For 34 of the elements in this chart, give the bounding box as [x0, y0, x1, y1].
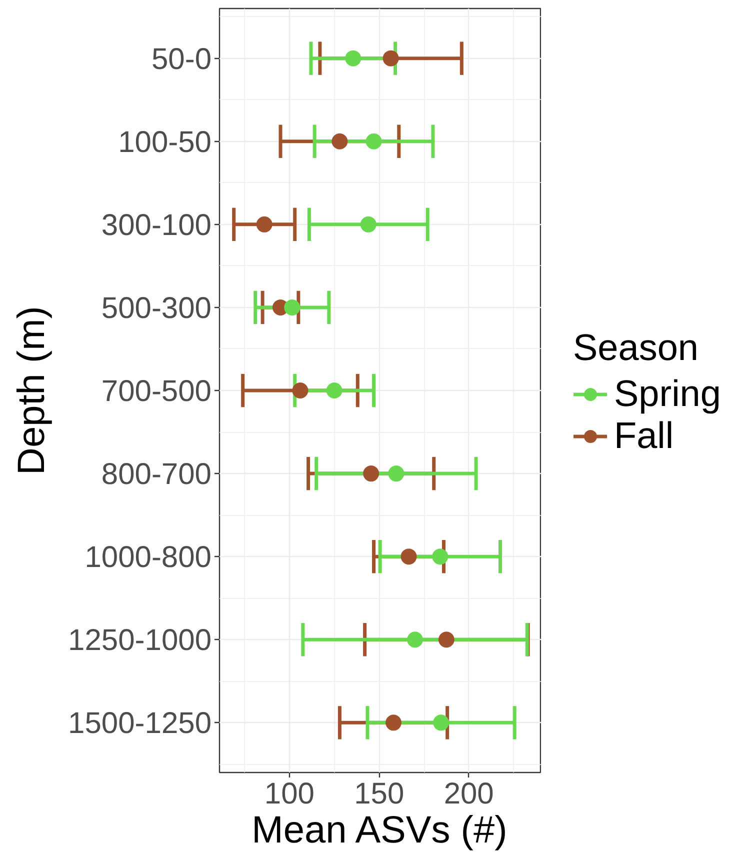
- x-tick-label: 100: [264, 778, 314, 810]
- y-tick-label: 1500-1250: [68, 707, 212, 740]
- x-tick-label: 150: [354, 778, 404, 810]
- y-tick-label: 700-500: [101, 375, 212, 408]
- point: [332, 133, 348, 150]
- point: [438, 632, 454, 648]
- point: [284, 299, 300, 316]
- legend-title: Season: [573, 327, 700, 369]
- point: [432, 548, 448, 565]
- y-tick-label: 50-0: [151, 42, 212, 76]
- point: [382, 50, 399, 66]
- y-axis-title: Depth (m): [11, 306, 54, 475]
- point: [256, 216, 272, 232]
- point: [388, 466, 404, 482]
- point: [407, 632, 424, 648]
- x-tick-label: 200: [444, 778, 494, 810]
- point: [433, 714, 450, 731]
- point: [400, 548, 417, 565]
- y-tick-label: 500-300: [101, 292, 212, 325]
- point: [386, 714, 402, 731]
- point: [345, 50, 362, 66]
- point: [366, 133, 382, 150]
- point: [360, 216, 376, 232]
- y-tick-label: 300-100: [101, 208, 212, 242]
- y-tick-label: 1000-800: [84, 541, 212, 574]
- y-tick-label: 800-700: [101, 458, 212, 492]
- legend-label: Fall: [614, 415, 674, 457]
- point: [326, 382, 342, 398]
- point: [292, 382, 308, 398]
- x-axis-title: Mean ASVs (#): [252, 810, 508, 852]
- legend-label: Spring: [614, 373, 721, 415]
- y-tick-label: 1250-1000: [68, 624, 212, 658]
- point: [363, 466, 380, 482]
- y-tick-label: 100-50: [118, 126, 212, 159]
